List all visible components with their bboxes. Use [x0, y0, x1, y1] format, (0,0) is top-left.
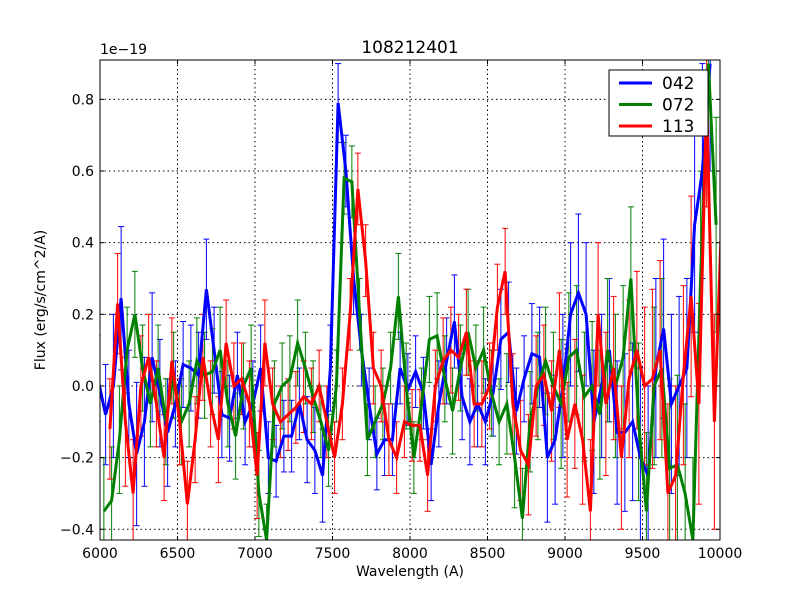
y-axis-label: Flux (erg/s/cm^2/A) [33, 230, 49, 370]
x-tick-label: 7000 [237, 546, 273, 562]
y-tick-label: 0.2 [72, 307, 94, 323]
x-tick-label: 10000 [698, 546, 743, 562]
x-tick-label: 6000 [82, 546, 118, 562]
legend-label-042: 042 [662, 74, 694, 94]
y-tick-label: −0.4 [60, 522, 94, 538]
x-axis-label: Wavelength (A) [356, 564, 464, 580]
y-tick-label: −0.2 [60, 451, 94, 467]
x-tick-label: 7500 [315, 546, 351, 562]
y-tick-label: 0.4 [72, 236, 94, 252]
offset-text: 1e−19 [100, 42, 147, 58]
x-tick-label: 9500 [625, 546, 661, 562]
x-tick-label: 9000 [547, 546, 583, 562]
x-tick-label: 8000 [392, 546, 428, 562]
legend-label-072: 072 [662, 96, 694, 116]
y-tick-label: 0.6 [72, 164, 94, 180]
y-tick-label: 0.0 [72, 379, 94, 395]
chart-title: 108212401 [361, 38, 458, 58]
x-tick-label: 8500 [470, 546, 506, 562]
series-lines [100, 63, 720, 540]
y-tick-label: 0.8 [72, 92, 94, 108]
legend-label-113: 113 [662, 117, 694, 137]
x-tick-label: 6500 [160, 546, 196, 562]
ticks: 6000 6500 7000 7500 8000 8500 9000 9500 10000 −0.… [60, 60, 742, 562]
series-line-113 [108, 99, 720, 512]
